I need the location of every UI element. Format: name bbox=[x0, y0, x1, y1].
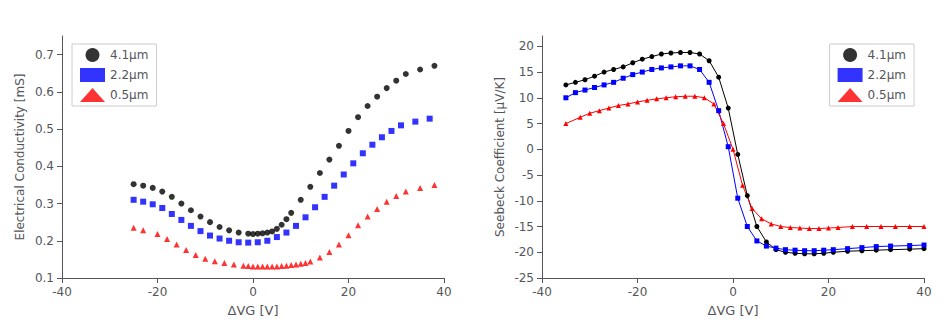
svg-text:-40: -40 bbox=[532, 285, 552, 299]
svg-text:0.2: 0.2 bbox=[35, 234, 54, 248]
svg-text:-25: -25 bbox=[514, 271, 534, 285]
svg-text:-20: -20 bbox=[628, 285, 648, 299]
svg-text:2.2μm: 2.2μm bbox=[868, 68, 906, 82]
svg-text:0.4: 0.4 bbox=[35, 159, 54, 173]
svg-text:20: 20 bbox=[519, 39, 534, 53]
svg-text:20: 20 bbox=[341, 285, 356, 299]
svg-text:0.3: 0.3 bbox=[35, 197, 54, 211]
svg-text:0.1: 0.1 bbox=[35, 271, 54, 285]
svg-text:-20: -20 bbox=[148, 285, 168, 299]
svg-text:-5: -5 bbox=[522, 168, 534, 182]
svg-text:-40: -40 bbox=[52, 285, 72, 299]
svg-text:20: 20 bbox=[821, 285, 836, 299]
svg-text:40: 40 bbox=[916, 285, 931, 299]
svg-text:-10: -10 bbox=[514, 194, 534, 208]
svg-text:0: 0 bbox=[729, 285, 737, 299]
svg-text:40: 40 bbox=[436, 285, 451, 299]
svg-text:15: 15 bbox=[519, 65, 534, 79]
svg-text:-20: -20 bbox=[514, 245, 534, 259]
svg-text:0.7: 0.7 bbox=[35, 48, 54, 62]
svg-text:Electrical Conductivity [mS]: Electrical Conductivity [mS] bbox=[13, 74, 27, 241]
svg-text:0.5μm: 0.5μm bbox=[868, 88, 906, 102]
svg-text:0: 0 bbox=[526, 142, 534, 156]
svg-text:0.5μm: 0.5μm bbox=[110, 88, 148, 102]
svg-text:4.1μm: 4.1μm bbox=[110, 48, 148, 62]
svg-text:ΔVG [V]: ΔVG [V] bbox=[707, 303, 758, 318]
svg-text:0: 0 bbox=[249, 285, 257, 299]
svg-text:0.6: 0.6 bbox=[35, 85, 54, 99]
svg-text:Seebeck Coefficient [μV/K]: Seebeck Coefficient [μV/K] bbox=[493, 77, 507, 237]
svg-text:5: 5 bbox=[526, 117, 534, 131]
svg-text:0.5: 0.5 bbox=[35, 122, 54, 136]
svg-text:4.1μm: 4.1μm bbox=[868, 48, 906, 62]
svg-text:10: 10 bbox=[519, 91, 534, 105]
svg-text:ΔVG [V]: ΔVG [V] bbox=[227, 303, 278, 318]
svg-text:-15: -15 bbox=[514, 220, 534, 234]
svg-text:2.2μm: 2.2μm bbox=[110, 68, 148, 82]
